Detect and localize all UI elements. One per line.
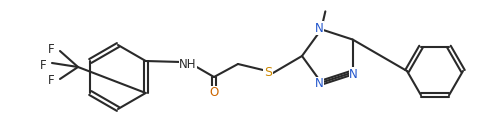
Text: N: N (315, 22, 324, 35)
Text: F: F (40, 59, 46, 71)
Text: F: F (48, 75, 54, 87)
Text: N: N (315, 77, 324, 90)
Text: NH: NH (179, 58, 197, 70)
Text: F: F (48, 43, 54, 55)
Text: S: S (264, 65, 272, 79)
Text: N: N (349, 68, 358, 81)
Text: O: O (209, 86, 219, 100)
